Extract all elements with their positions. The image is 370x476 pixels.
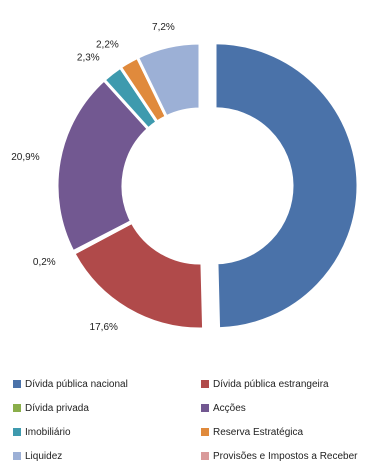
legend-swatch [13,380,21,388]
legend-swatch [201,428,209,436]
legend-swatch [201,380,209,388]
legend-label: Reserva Estratégica [213,426,304,438]
value-label-imobiliario: 2,3% [77,53,100,64]
value-label-reserva-estrategica: 2,2% [96,40,119,51]
legend-label: Provisões e Impostos a Receber [213,450,358,462]
value-label-divida-publica-estrangeira: 17,6% [90,322,118,333]
value-label-accoes: 20,9% [11,152,39,163]
legend-label: Dívida pública estrangeira [213,378,329,390]
donut-chart: 49,6%17,6%0,2%20,9%2,3%2,2%7,2% [11,22,360,333]
slice-liquidez [135,41,202,119]
legend-label: Imobiliário [25,426,71,438]
slice-value-labels: 49,6%17,6%0,2%20,9%2,3%2,2%7,2% [11,22,175,333]
legend-item-divida-publica-nacional: Dívida pública nacional [13,377,128,391]
legend-item-divida-privada: Dívida privada [13,401,89,415]
legend-label: Acções [213,402,246,414]
value-label-liquidez: 7,2% [152,22,175,33]
legend-swatch [13,452,21,460]
legend-label: Dívida privada [25,402,89,414]
legend-swatch [13,428,21,436]
donut-slices [55,41,360,331]
legend-label: Liquidez [25,450,63,462]
slice-accoes [55,77,151,254]
legend-item-liquidez: Liquidez [13,449,62,463]
legend-item-imobiliario: Imobiliário [13,425,71,439]
legend-item-divida-publica-estrangeira: Dívida pública estrangeira [201,377,329,391]
legend-item-reserva-estrategica: Reserva Estratégica [201,425,303,439]
legend-swatch [201,452,209,460]
legend-label: Dívida pública nacional [25,378,128,390]
legend-item-provisoes-e-impostos-a-receber: Provisões e Impostos a Receber [201,449,358,463]
slice-divida-publica-nacional [213,41,360,331]
legend-swatch [13,404,21,412]
legend-swatch [201,404,209,412]
legend-item-accoes: Acções [201,401,246,415]
chart-legend: Dívida pública nacional Dívida pública es… [13,377,370,476]
value-label-divida-privada: 0,2% [33,257,56,268]
